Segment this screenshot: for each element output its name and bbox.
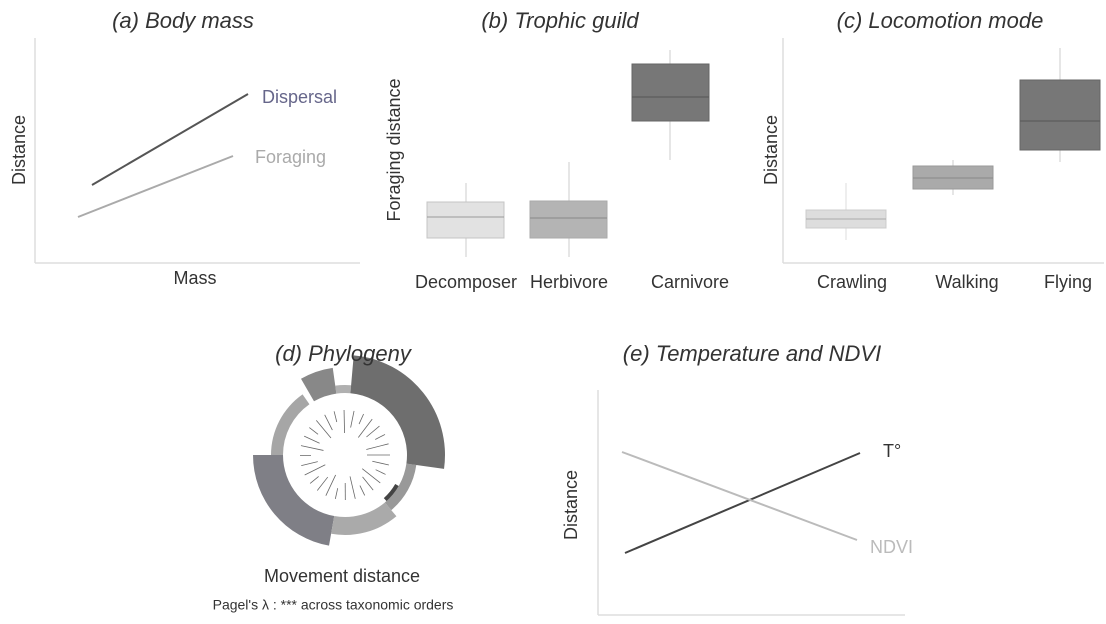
category-label: Crawling (817, 272, 887, 292)
tree-branch (360, 486, 365, 496)
line-label: NDVI (870, 537, 913, 557)
foraging-line (78, 156, 233, 217)
panel-c: (c) Locomotion mode Distance Crawling Wa… (761, 8, 1104, 292)
tree-branch (317, 477, 327, 490)
box (632, 64, 709, 121)
tree-branch (334, 411, 337, 422)
tree-branch (309, 428, 318, 435)
clade-segment (301, 368, 336, 401)
tree-branch (301, 446, 323, 451)
line-label: Foraging (255, 147, 326, 167)
panel-a: (a) Body mass Dispersal Foraging Mass Di… (9, 8, 360, 288)
tree-branch (375, 434, 385, 439)
tree-branch (363, 477, 374, 490)
clade-segment (335, 385, 351, 394)
tree-branch (301, 462, 318, 466)
tree-branch (325, 415, 333, 430)
category-label: Flying (1044, 272, 1092, 292)
y-label: Distance (761, 115, 781, 185)
category-label: Herbivore (530, 272, 608, 292)
tree-branch (351, 411, 354, 428)
box (530, 201, 607, 238)
tree-branch (359, 414, 364, 424)
y-label: Foraging distance (384, 78, 404, 221)
category-label: Walking (935, 272, 998, 292)
tree-branch (366, 444, 388, 450)
tree-branch (350, 476, 355, 498)
caption: Movement distance (264, 566, 420, 586)
dispersal-line (92, 94, 248, 185)
tree-branch (304, 436, 319, 443)
x-label: Mass (173, 268, 216, 288)
ndvi-line (622, 452, 857, 540)
tree-branch (305, 465, 326, 475)
temperature-line (625, 453, 860, 553)
panel-title: (a) Body mass (112, 8, 254, 33)
panel-title: (c) Locomotion mode (837, 8, 1044, 33)
tree-branch (310, 476, 319, 483)
panel-title: (d) Phylogeny (275, 341, 413, 366)
clade-segment (385, 464, 416, 511)
panel-d: (d) Phylogeny Movement distance Pagel's … (213, 341, 454, 613)
y-label: Distance (9, 115, 29, 185)
box (1020, 80, 1100, 150)
panel-e: (e) Temperature and NDVI Distance T° NDV… (561, 341, 913, 615)
line-label: Dispersal (262, 87, 337, 107)
panel-title: (b) Trophic guild (481, 8, 639, 33)
panel-title: (e) Temperature and NDVI (623, 341, 881, 366)
box (427, 202, 504, 238)
tree-branch (366, 426, 379, 437)
y-label: Distance (561, 470, 581, 540)
note: Pagel's λ : *** across taxonomic orders (213, 597, 454, 613)
line-label: T° (883, 441, 901, 461)
tree-branch (372, 461, 389, 465)
category-label: Decomposer (415, 272, 517, 292)
clade-segment (350, 355, 445, 469)
clade-segment (253, 455, 334, 546)
panel-b: (b) Trophic guild Foraging distance Deco… (384, 8, 729, 292)
category-label: Carnivore (651, 272, 729, 292)
tree-branch (376, 470, 386, 475)
tree-branch (335, 488, 337, 499)
clade-segment (331, 502, 396, 535)
